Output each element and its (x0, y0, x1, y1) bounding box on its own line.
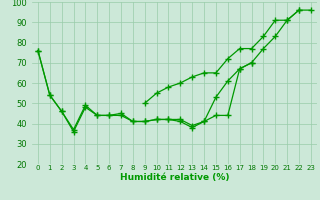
X-axis label: Humidité relative (%): Humidité relative (%) (120, 173, 229, 182)
